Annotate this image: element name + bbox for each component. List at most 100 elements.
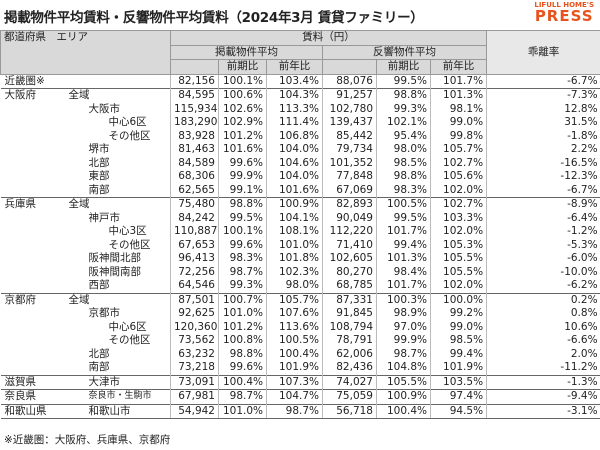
area-cell: 神戸市 xyxy=(1,212,171,226)
value-cell: -12.3% xyxy=(486,170,600,184)
area-cell: 西部 xyxy=(1,279,171,293)
value-cell: 68,785 xyxy=(322,279,377,293)
value-cell: 104.0% xyxy=(266,170,323,184)
value-cell: 85,442 xyxy=(322,129,377,143)
value-cell: 100.4% xyxy=(376,403,431,419)
value-cell: 12.8% xyxy=(486,102,600,116)
value-cell: 105.7% xyxy=(266,292,323,307)
value-cell: 87,501 xyxy=(170,292,219,307)
logo-top: LIFULL HOME'S xyxy=(534,1,594,9)
area-cell: 滋賀県 大津市 xyxy=(0,374,171,390)
value-cell: 101.6% xyxy=(266,183,323,198)
value-cell: 101.7% xyxy=(376,225,431,239)
value-cell: 102.6% xyxy=(218,102,267,116)
value-cell: -6.0% xyxy=(486,252,600,266)
value-cell: 96,413 xyxy=(170,252,219,266)
value-cell: 100.9% xyxy=(376,389,431,404)
value-cell: 73,562 xyxy=(170,334,219,348)
value-cell: 100.5% xyxy=(376,197,431,212)
value-cell: 98.7% xyxy=(218,389,267,404)
city-label: 奈良市・生駒市 xyxy=(88,391,152,401)
header-sub: 前年比 xyxy=(266,59,323,75)
value-cell: 98.9% xyxy=(376,307,431,321)
value-cell: 104.8% xyxy=(376,361,431,375)
header-blank xyxy=(322,59,377,75)
value-cell: 99.5% xyxy=(218,211,267,225)
value-cell: 108,794 xyxy=(322,320,377,334)
value-cell: 0.2% xyxy=(486,292,600,307)
table-row: 和歌山県 和歌山市 54,942 101.0% 98.7% 56,718 100.4% 94.… xyxy=(0,403,600,419)
table-row: 南部 62,565 99.1% 101.6% 67,069 98.3% 102.0% -6.7… xyxy=(1,183,600,198)
value-cell: 139,437 xyxy=(322,116,377,130)
value-cell: 99.6% xyxy=(218,156,267,170)
table-row: 近畿圏※ 82,156 100.1% 103.4% 88,076 99.5% 101.7% -… xyxy=(0,73,600,89)
value-cell: 99.6% xyxy=(218,361,267,375)
header-rent: 賃料（円） xyxy=(169,30,488,46)
value-cell: 105.5% xyxy=(376,374,431,390)
value-cell: 107.6% xyxy=(266,307,323,321)
pref-label: 近畿圏※ xyxy=(4,74,45,87)
value-cell: 104.0% xyxy=(266,143,323,157)
value-cell: 84,242 xyxy=(170,211,219,225)
ward-label: 中心6区 xyxy=(108,116,147,128)
header-sub: 前期比 xyxy=(376,59,431,75)
value-cell: 88,076 xyxy=(322,73,377,89)
value-cell: 101.2% xyxy=(218,320,267,334)
value-cell: 98.8% xyxy=(376,170,431,184)
value-cell: 98.8% xyxy=(218,197,267,212)
value-cell: 99.4% xyxy=(429,347,487,361)
value-cell: -16.5% xyxy=(486,156,600,170)
header-sub: 前期比 xyxy=(218,59,267,75)
value-cell: 100.1% xyxy=(218,73,267,89)
value-cell: 100.5% xyxy=(266,334,323,348)
value-cell: 99.3% xyxy=(218,279,267,293)
value-cell: 103.3% xyxy=(429,211,487,225)
value-cell: 102.9% xyxy=(218,116,267,130)
city-label: 南部 xyxy=(88,183,110,196)
value-cell: 106.8% xyxy=(266,129,323,143)
value-cell: 111.4% xyxy=(266,116,323,130)
value-cell: 74,027 xyxy=(322,374,377,390)
value-cell: 105.5% xyxy=(429,252,487,266)
value-cell: 101.0% xyxy=(218,403,267,419)
table-row: 京都府 全域 87,501 100.7% 105.7% 87,331 100.3% 100.0… xyxy=(0,292,600,307)
value-cell: 102.0% xyxy=(429,183,487,198)
area-cell: 中心6区 xyxy=(1,116,171,130)
value-cell: 113.3% xyxy=(266,102,323,116)
city-label: 南部 xyxy=(88,361,110,373)
value-cell: 73,218 xyxy=(170,361,219,375)
table-row: 北部 63,232 98.8% 100.4% 62,006 98.7% 99.4% 2.0% xyxy=(1,347,600,361)
value-cell: 31.5% xyxy=(486,116,600,130)
value-cell: 98.5% xyxy=(376,156,431,170)
area-cell: 南部 xyxy=(1,361,171,375)
value-cell: 82,893 xyxy=(322,197,377,212)
value-cell: 99.4% xyxy=(376,238,431,252)
value-cell: 64,546 xyxy=(170,279,219,293)
value-cell: 101,352 xyxy=(322,156,377,170)
value-cell: 98.0% xyxy=(376,143,431,157)
value-cell: 100.0% xyxy=(429,292,487,307)
value-cell: 98.7% xyxy=(376,347,431,361)
value-cell: 67,981 xyxy=(170,389,219,404)
value-cell: 100.4% xyxy=(266,347,323,361)
city-label: 堺市 xyxy=(88,143,110,155)
value-cell: 92,625 xyxy=(170,307,219,321)
value-cell: 67,069 xyxy=(322,183,377,198)
city-label: 大阪市 xyxy=(88,102,121,115)
table-row: 中心6区 183,290 102.9% 111.4% 139,437 102.1% 99.0… xyxy=(1,116,600,130)
value-cell: 110,887 xyxy=(170,225,219,239)
value-cell: 104.1% xyxy=(266,211,323,225)
pref-label: 大阪府 xyxy=(4,89,37,102)
value-cell: 56,718 xyxy=(322,403,377,419)
pref-label: 兵庫県 xyxy=(4,198,37,211)
table-row: 京都市 92,625 101.0% 107.6% 91,845 98.9% 99.2% 0.8… xyxy=(1,307,600,321)
value-cell: 101.6% xyxy=(218,143,267,157)
value-cell: -1.3% xyxy=(486,374,600,390)
value-cell: 98.7% xyxy=(218,265,267,279)
value-cell: 101.0% xyxy=(266,238,323,252)
ward-label: その他区 xyxy=(108,334,151,346)
value-cell: -11.2% xyxy=(486,361,600,375)
value-cell: 99.1% xyxy=(218,183,267,198)
value-cell: 0.8% xyxy=(486,307,600,321)
value-cell: 91,257 xyxy=(322,88,377,103)
